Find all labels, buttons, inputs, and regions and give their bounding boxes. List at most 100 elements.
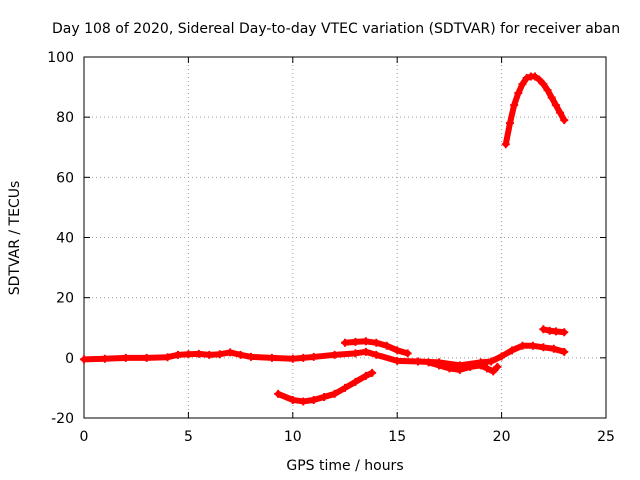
data-point: [445, 364, 454, 373]
data-point: [351, 377, 360, 386]
data-point: [361, 347, 370, 356]
x-tick-label: 0: [80, 429, 89, 445]
data-point: [341, 383, 349, 392]
series-segment-3: [274, 368, 377, 406]
data-point: [121, 353, 130, 362]
data-point: [551, 101, 560, 110]
data-point: [482, 364, 491, 373]
axis-ticks: 0 5 10 15 20 25 -20 0 20 40 60 80 100: [47, 50, 615, 445]
series-segment-4: [424, 358, 502, 376]
data-point: [539, 80, 548, 89]
data-point: [309, 395, 318, 404]
data-point: [556, 108, 565, 117]
data-point: [414, 357, 423, 366]
data-point: [497, 352, 506, 361]
data-point: [434, 361, 443, 370]
y-axis-title: SDTVAR / TECUs: [7, 181, 23, 296]
series-trace: [81, 342, 568, 369]
y-tick-label: 60: [56, 170, 74, 186]
data-point: [205, 350, 214, 359]
data-point: [393, 356, 402, 365]
data-point: [455, 365, 464, 374]
data-point: [341, 338, 349, 347]
data-point: [351, 349, 360, 358]
y-tick-label: 40: [56, 231, 74, 247]
data-point: [330, 389, 339, 398]
chart-title: Day 108 of 2020, Sidereal Day-to-day VTE…: [52, 21, 620, 37]
data-point: [466, 362, 475, 371]
x-axis-title: GPS time / hours: [286, 458, 403, 474]
data-point: [361, 337, 370, 346]
x-tick-label: 20: [493, 429, 511, 445]
data-point: [424, 358, 433, 367]
data-point: [393, 346, 402, 355]
y-tick-label: 80: [56, 110, 74, 126]
data-point: [351, 337, 360, 346]
data-point: [549, 344, 558, 353]
data-point: [489, 367, 498, 376]
data-point: [535, 75, 544, 84]
series-trace: [502, 73, 568, 148]
data-point: [372, 338, 381, 347]
data-point: [361, 371, 370, 380]
data-point: [531, 72, 540, 81]
series-segment-6: [539, 325, 569, 337]
data-point: [493, 362, 502, 371]
y-tick-label: -20: [51, 411, 74, 427]
data-point: [514, 89, 523, 98]
data-point: [505, 119, 514, 128]
series-trace: [275, 369, 376, 405]
data-point: [274, 389, 283, 398]
data-point: [100, 354, 109, 363]
data-point: [539, 325, 548, 334]
data-point: [194, 349, 203, 358]
data-point: [560, 116, 569, 125]
data-point: [382, 341, 391, 350]
series-baseline: [80, 341, 569, 370]
data-point: [288, 395, 297, 404]
data-point: [551, 327, 560, 336]
x-tick-label: 15: [388, 429, 406, 445]
x-tick-label: 25: [597, 429, 615, 445]
data-point: [368, 368, 377, 377]
y-tick-label: 20: [56, 291, 74, 307]
data-point: [487, 357, 496, 366]
data-point: [142, 353, 151, 362]
data-point: [309, 352, 318, 361]
series-segment-5: [501, 72, 569, 149]
data-point: [372, 350, 381, 359]
x-tick-label: 5: [184, 429, 193, 445]
data-point: [543, 86, 552, 95]
data-point: [247, 352, 256, 361]
data-point: [403, 349, 412, 358]
grid: [84, 57, 606, 418]
data-point: [173, 350, 182, 359]
data-point: [267, 353, 276, 362]
data-point: [215, 350, 224, 359]
data-point: [508, 346, 517, 355]
data-point: [80, 355, 88, 364]
x-tick-label: 10: [284, 429, 302, 445]
y-tick-label: 0: [65, 351, 74, 367]
data-point: [184, 350, 193, 359]
data-point: [528, 341, 537, 350]
data-point: [547, 93, 556, 102]
data-point: [518, 80, 527, 89]
data-point: [476, 361, 485, 370]
data-point: [320, 392, 329, 401]
data-points: [80, 72, 569, 406]
data-point: [288, 354, 297, 363]
data-point: [226, 348, 235, 357]
series-segment-2: [341, 337, 412, 358]
data-point: [299, 397, 308, 406]
data-point: [522, 74, 531, 83]
y-tick-label: 100: [47, 50, 74, 66]
data-point: [501, 140, 510, 149]
data-point: [510, 101, 519, 110]
data-point: [560, 347, 569, 356]
data-point: [330, 350, 339, 359]
data-point: [560, 328, 569, 337]
data-point: [163, 353, 172, 362]
data-point: [299, 353, 308, 362]
